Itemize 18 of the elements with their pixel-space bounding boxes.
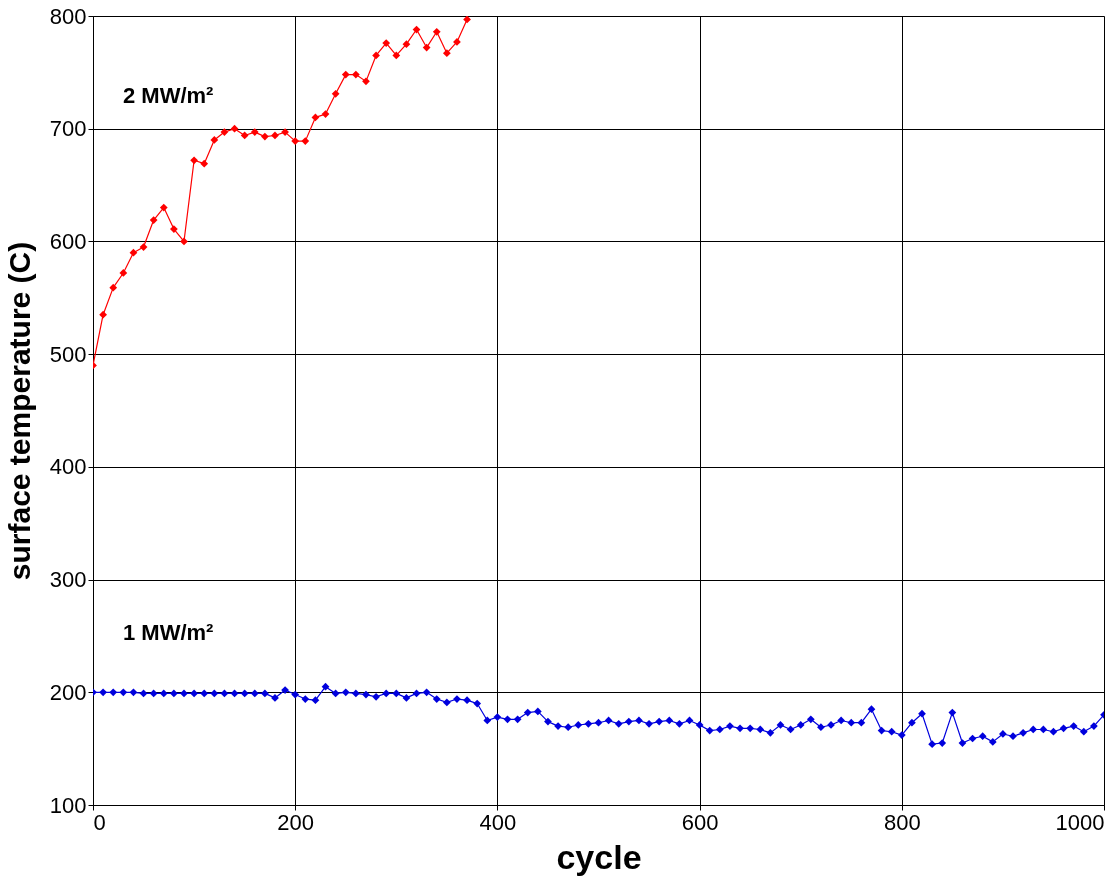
y-tick-label: 300 [49,567,87,593]
x-axis-title: cycle [556,837,642,876]
y-tick-label: 600 [49,228,87,254]
x-tick-label: 600 [681,809,719,835]
y-tick-label: 200 [49,679,87,705]
y-tick-label: 700 [49,116,87,142]
x-tick-label: 200 [277,809,315,835]
y-tick-label: 100 [49,792,87,818]
x-tick-label: 800 [883,809,921,835]
series-label: 1 MW/m² [123,620,214,645]
x-tick-label: 1000 [1055,809,1105,835]
y-tick-label: 500 [49,341,87,367]
y-axis-title: surface temperature (C) [2,241,36,581]
y-tick-label: 400 [49,454,87,480]
x-tick-label: 0 [93,809,106,835]
x-tick-label: 400 [479,809,517,835]
series-label: 2 MW/m² [123,83,214,108]
y-tick-label: 800 [49,3,87,29]
